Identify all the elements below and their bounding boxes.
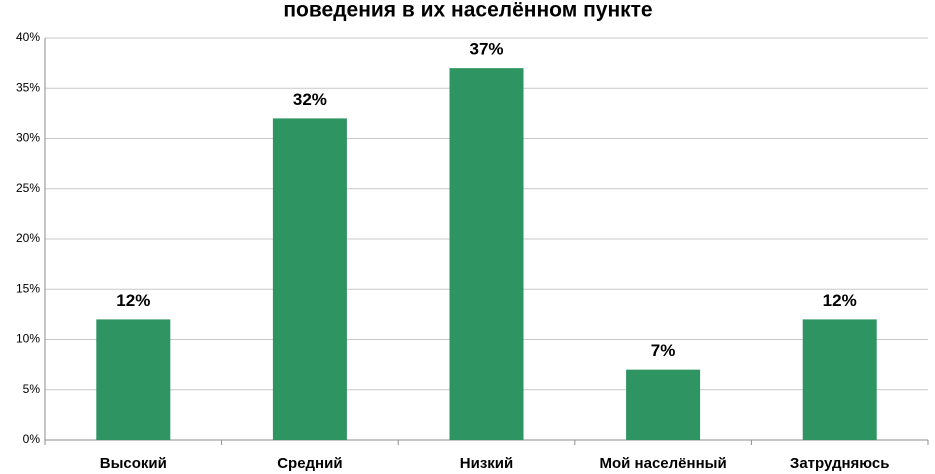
chart-title: поведения в их населённом пункте [283, 0, 652, 22]
y-tick-label: 30% [16, 131, 40, 145]
x-tick-label: Высокий [100, 455, 167, 472]
bar [96, 319, 171, 440]
x-tick-label: Низкий [460, 455, 513, 472]
y-tick-label: 5% [23, 382, 41, 396]
y-tick-label: 15% [16, 281, 40, 295]
y-tick-label: 0% [23, 432, 41, 446]
y-tick-label: 20% [16, 231, 40, 245]
x-tick-label: Затрудняюсь [790, 455, 890, 472]
bar [626, 369, 701, 440]
y-tick-label: 35% [16, 80, 40, 94]
value-label: 37% [469, 40, 503, 59]
y-tick-label: 25% [16, 181, 40, 195]
value-label: 32% [293, 90, 327, 109]
y-tick-label: 10% [16, 332, 40, 346]
x-tick-label: Средний [277, 455, 342, 472]
value-label: 12% [116, 291, 150, 310]
bar [802, 319, 877, 440]
y-tick-label: 40% [16, 30, 40, 44]
value-label: 12% [823, 291, 857, 310]
bar [272, 118, 347, 441]
x-tick-label: Мой населённый [600, 455, 727, 472]
bar [449, 68, 524, 441]
value-label: 7% [651, 341, 676, 360]
